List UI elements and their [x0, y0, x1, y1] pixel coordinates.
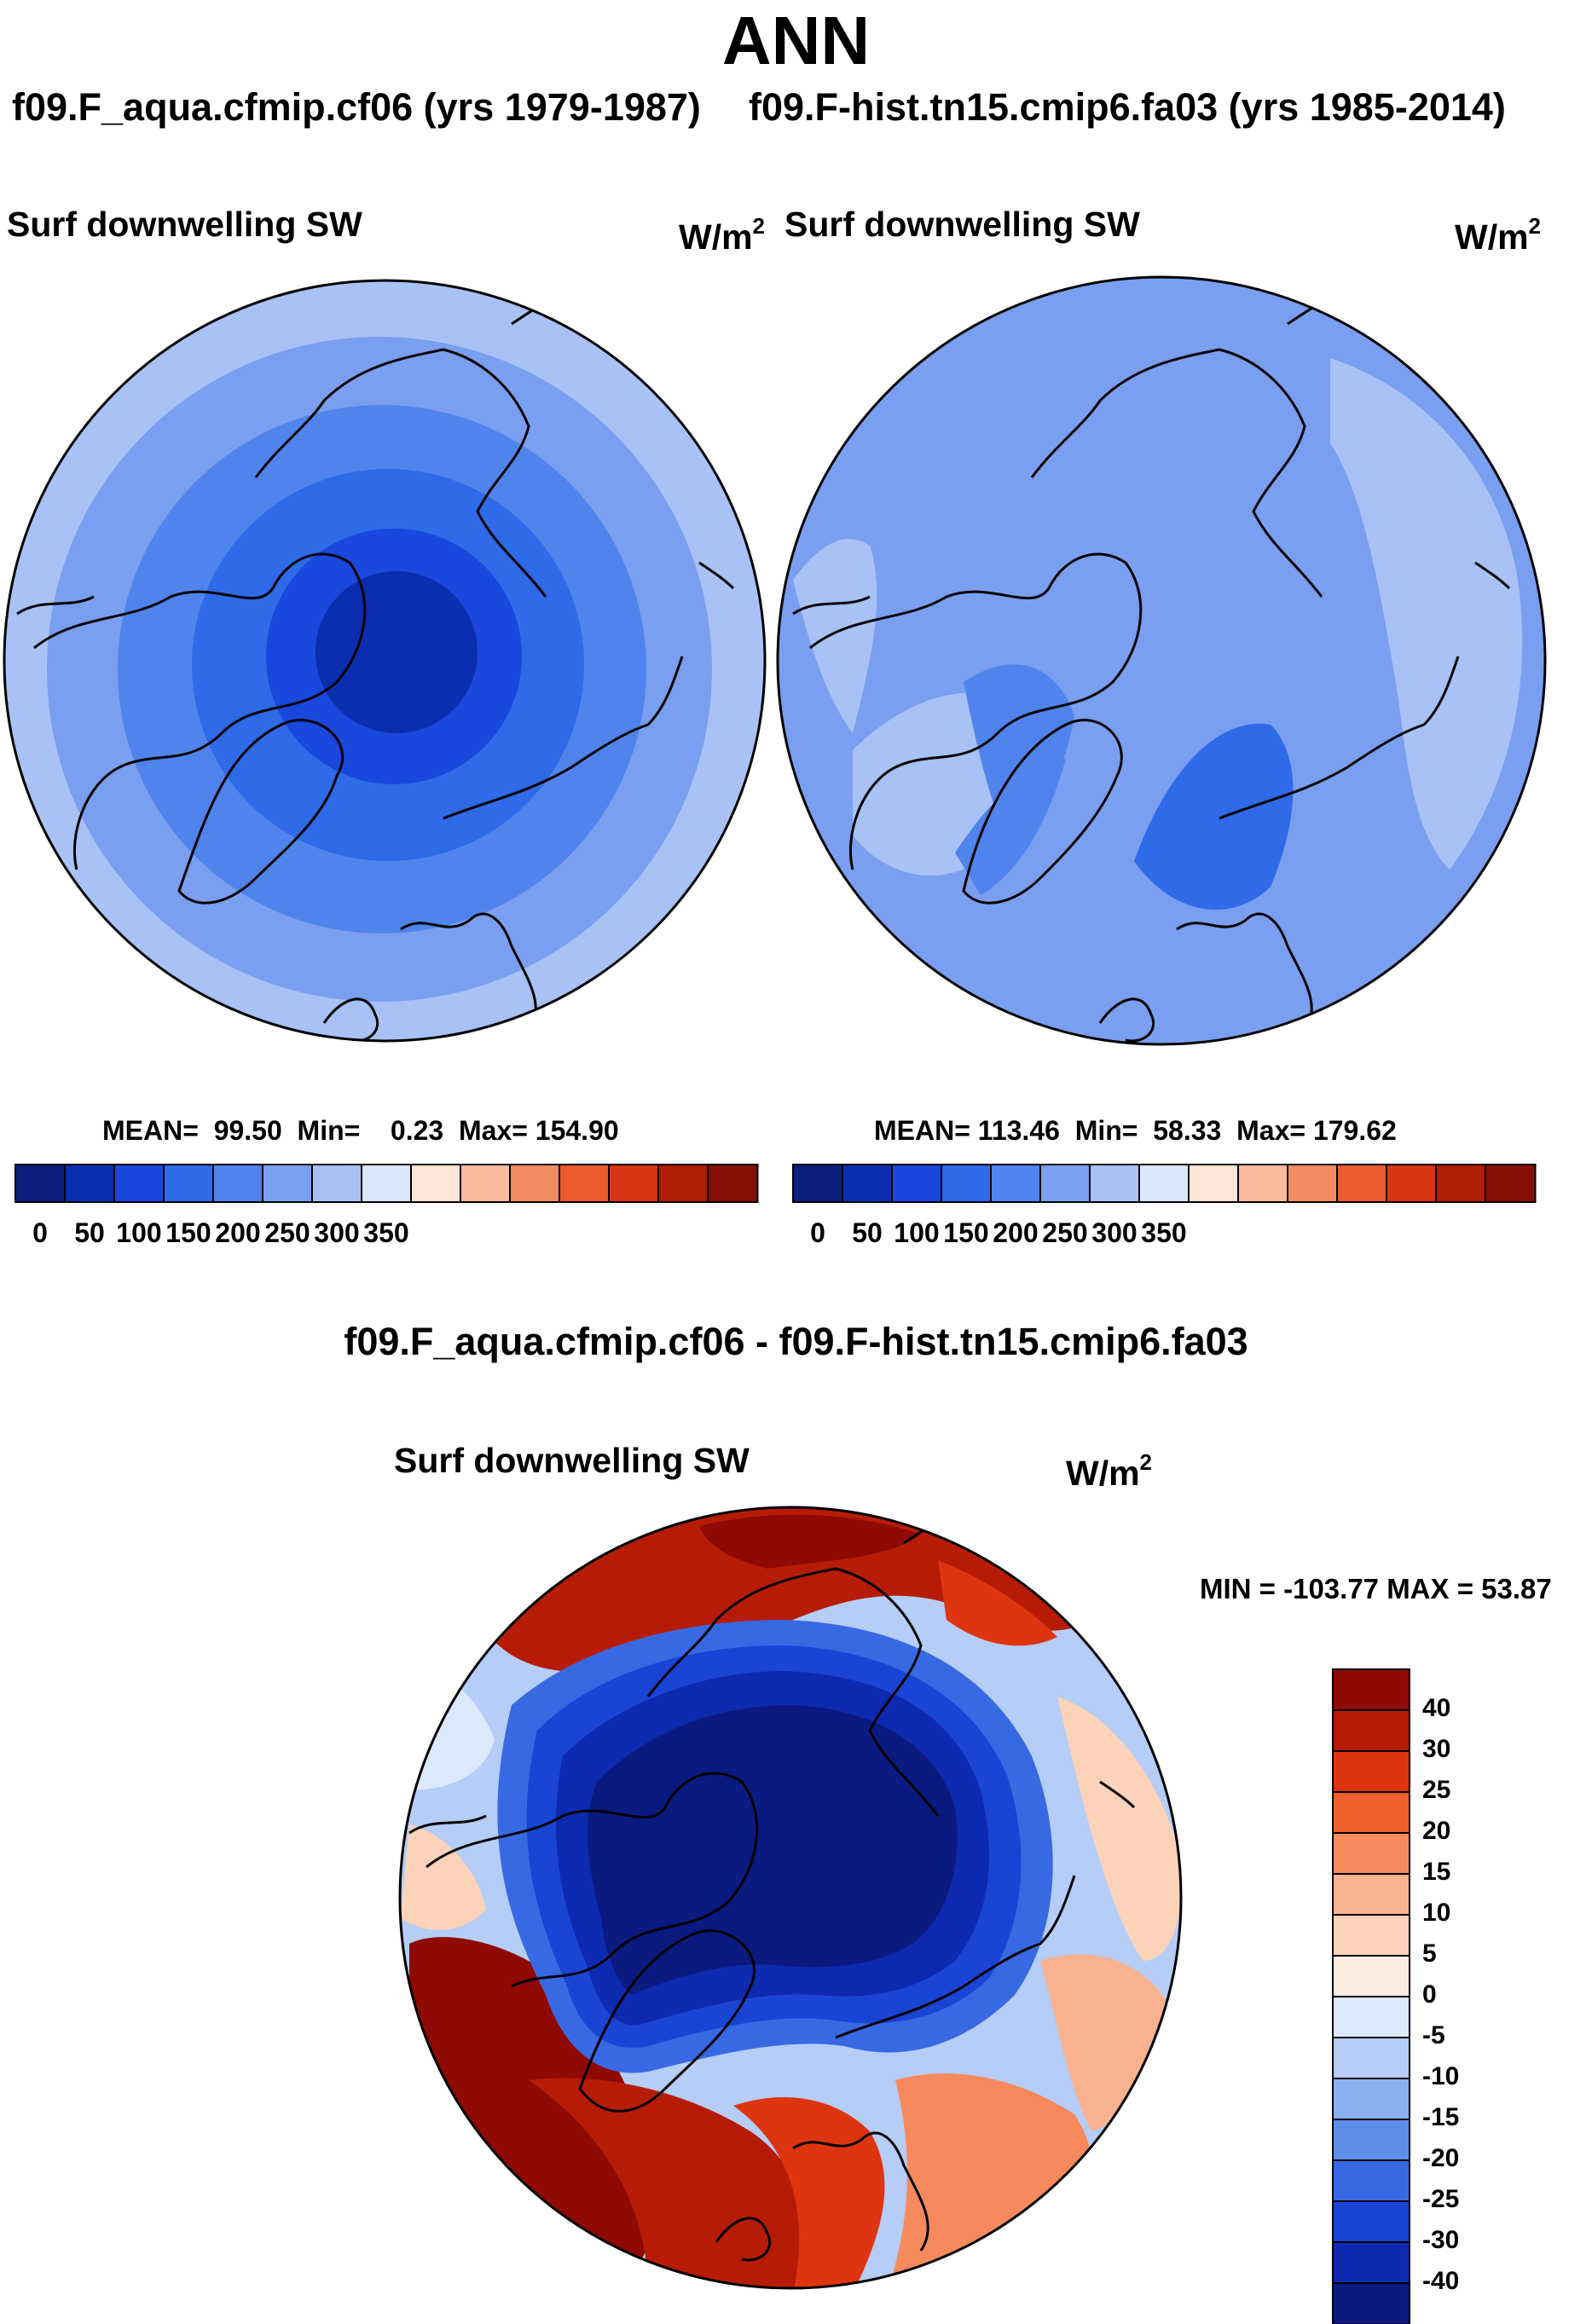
- left-colorbar-box: [262, 1164, 314, 1203]
- right-colorbar-tick: 50: [852, 1217, 883, 1248]
- diff-units-label: W/m2: [1066, 1449, 1153, 1493]
- left-colorbar-box: [707, 1164, 759, 1203]
- diff-colorbar-box: [1332, 1955, 1410, 1998]
- right-colorbar-tick: 150: [943, 1217, 989, 1248]
- right-colorbar-box: [1188, 1164, 1240, 1203]
- right-colorbar-tick: 200: [993, 1217, 1039, 1248]
- diff-minmax: MIN = -103.77 MAX = 53.87: [1200, 1573, 1552, 1604]
- right-colorbar-tick: 350: [1141, 1217, 1187, 1248]
- diff-colorbar-box: [1332, 1996, 1410, 2039]
- diff-colorbar-box: [1332, 2119, 1410, 2162]
- left-colorbar-tick: 100: [116, 1217, 162, 1248]
- right-colorbar-box: [1039, 1164, 1091, 1203]
- right-colorbar-box: [1336, 1164, 1388, 1203]
- diff-colorbar-tick: -20: [1422, 2144, 1460, 2172]
- diff-colorbar-tick: 15: [1422, 1858, 1451, 1886]
- diff-colorbar-tick: -5: [1422, 2021, 1445, 2049]
- left-colorbar-box: [559, 1164, 611, 1203]
- diff-variable-label: Surf downwelling SW: [394, 1441, 750, 1480]
- diff-colorbar-tick: -30: [1422, 2226, 1460, 2254]
- diff-colorbar-tick: 20: [1422, 1817, 1451, 1845]
- diff-colorbar-box: [1332, 1750, 1410, 1794]
- diff-colorbar-box: [1332, 2241, 1410, 2285]
- diff-colorbar-box: [1332, 2159, 1410, 2203]
- diff-colorbar-tick: 0: [1422, 1980, 1437, 2009]
- diff-colorbar-tick: -40: [1422, 2267, 1460, 2295]
- right-variable-label: Surf downwelling SW: [784, 205, 1140, 244]
- diff-colorbar-tick: -10: [1422, 2062, 1460, 2090]
- left-case-title: f09.F_aqua.cfmip.cf06 (yrs 1979-1987): [12, 85, 701, 129]
- left-colorbar-tick: 0: [32, 1217, 48, 1248]
- right-case-title: f09.F-hist.tn15.cmip6.fa03 (yrs 1985-201…: [749, 85, 1506, 129]
- right-units-label: W/m2: [1455, 213, 1542, 257]
- left-colorbar-box: [410, 1164, 462, 1203]
- diff-colorbar-box: [1332, 2078, 1410, 2121]
- right-colorbar-tick: 100: [894, 1217, 940, 1248]
- diff-colorbar-box: [1332, 1791, 1410, 1835]
- right-colorbar-tick: 250: [1042, 1217, 1088, 1248]
- diff-colorbar-box: [1332, 1914, 1410, 1957]
- right-colorbar: [792, 1164, 1537, 1203]
- right-colorbar-tick: 300: [1091, 1217, 1138, 1248]
- left-colorbar-box: [113, 1164, 165, 1203]
- diff-colorbar: [1332, 1668, 1410, 2324]
- diff-colorbar-tick: 25: [1422, 1776, 1451, 1804]
- right-colorbar-box: [1287, 1164, 1339, 1203]
- left-coastlines: [16, 280, 735, 1041]
- left-colorbar-tick: 150: [165, 1217, 211, 1248]
- right-stats: MEAN= 113.46 Min= 58.33 Max= 179.62: [874, 1115, 1397, 1146]
- diff-colorbar-box: [1332, 2037, 1410, 2080]
- right-colorbar-box: [1485, 1164, 1537, 1203]
- left-colorbar: [14, 1164, 759, 1203]
- left-colorbar-tick: 350: [363, 1217, 409, 1248]
- diff-coastlines: [408, 1507, 1136, 2262]
- diff-colorbar-tick: 10: [1422, 1899, 1451, 1927]
- diff-colorbar-tick: 40: [1422, 1694, 1451, 1722]
- right-colorbar-box: [1089, 1164, 1141, 1203]
- left-units-label: W/m2: [679, 213, 766, 257]
- left-colorbar-tick: 250: [264, 1217, 310, 1248]
- diff-colorbar-tick: -25: [1422, 2185, 1460, 2213]
- left-variable-label: Surf downwelling SW: [7, 205, 362, 244]
- right-colorbar-box: [941, 1164, 993, 1203]
- diff-colorbar-box: [1332, 1668, 1410, 1712]
- diff-colorbar-tick: 5: [1422, 1940, 1437, 1968]
- diff-colorbar-box: [1332, 1832, 1410, 1876]
- diff-colorbar-box: [1332, 2200, 1410, 2244]
- diff-colorbar-tick: -15: [1422, 2103, 1460, 2131]
- left-stats: MEAN= 99.50 Min= 0.23 Max= 154.90: [102, 1115, 619, 1146]
- left-colorbar-box: [212, 1164, 264, 1203]
- diff-colorbar-box: [1332, 1709, 1410, 1753]
- left-colorbar-box: [608, 1164, 660, 1203]
- diff-title: f09.F_aqua.cfmip.cf06 - f09.F-hist.tn15.…: [344, 1320, 1248, 1363]
- page-title: ANN: [721, 3, 871, 78]
- left-colorbar-tick: 200: [215, 1217, 261, 1248]
- diff-colorbar-box: [1332, 1873, 1410, 1916]
- diff-colorbar-box: [1332, 2282, 1410, 2324]
- left-colorbar-box: [311, 1164, 363, 1203]
- right-colorbar-tick: 0: [810, 1217, 825, 1248]
- left-colorbar-tick: 300: [314, 1217, 360, 1248]
- left-colorbar-tick: 50: [74, 1217, 105, 1248]
- diff-colorbar-tick: 30: [1422, 1735, 1451, 1763]
- right-colorbar-box: [1435, 1164, 1487, 1203]
